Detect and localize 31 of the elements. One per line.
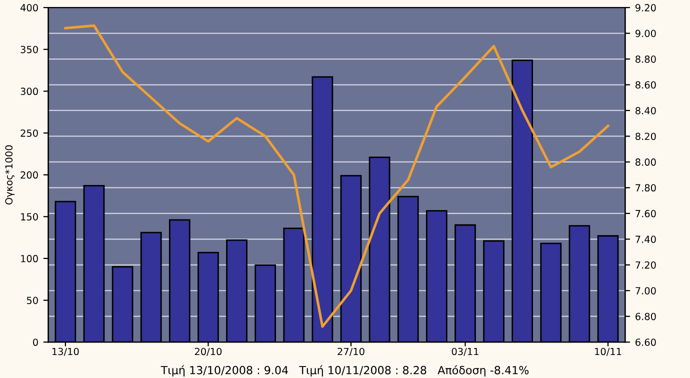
y2-tick-label: 6.80 (636, 312, 656, 320)
y2-tick-label: 8.20 (636, 132, 656, 140)
y2-tick-label: 8.40 (636, 106, 656, 114)
y-tick-label: 350 (20, 46, 38, 54)
y2-tick-label: 8.60 (636, 81, 656, 89)
y2-tick-label: 9.20 (635, 4, 656, 12)
y2-tick-label: 7.40 (636, 236, 656, 243)
y2-tick-label: 8.00 (636, 158, 656, 166)
y2-tick-label: 7.60 (636, 210, 656, 218)
y2-tick-label: 8.80 (636, 56, 656, 63)
x-tick-label: 27/10 (338, 348, 364, 356)
y-tick-label: 300 (20, 88, 38, 96)
x-tick-label: 03/11 (452, 348, 478, 356)
y-tick-label: 200 (20, 171, 38, 179)
y2-tick-label: 7.20 (636, 261, 656, 269)
y2-tick-label: 6.60 (636, 338, 656, 346)
x-tick-label: 10/11 (595, 348, 622, 356)
x-tick-label: 13/10 (52, 348, 79, 356)
y-tick-label: 50 (26, 296, 38, 304)
y2-tick-label: 9.00 (635, 30, 656, 38)
y-tick-label: 0 (33, 338, 38, 346)
y2-tick-label: 7.80 (636, 184, 656, 192)
x-tick-label: 20/10 (194, 348, 222, 356)
y-axis-title: Ογκος*1000 (5, 145, 14, 204)
y-tick-label: 400 (20, 4, 38, 12)
text: Τιμή 13/10/2008 : 9.04 Τιμή 10/11/2008 : 8.28 Απόδοση -8.41% (160, 365, 529, 376)
line-series (64, 24, 610, 328)
y2-tick-label: 7.00 (636, 287, 656, 294)
y-tick-label: 100 (21, 254, 38, 262)
y-tick-label: 250 (20, 129, 38, 137)
y-tick-label: 150 (21, 213, 38, 220)
